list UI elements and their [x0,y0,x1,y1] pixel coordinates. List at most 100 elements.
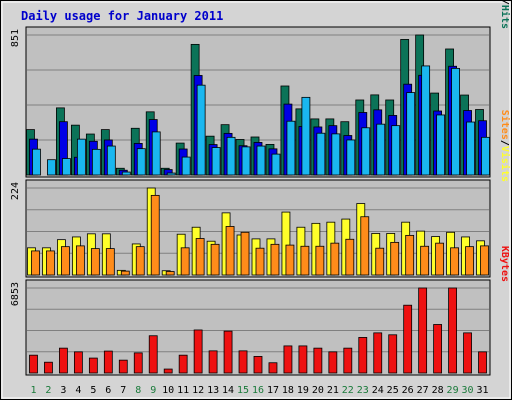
bar-kbytes-day-7 [118,359,128,374]
panel-bottom: 6853 KBytes [10,246,510,376]
panel-mid: 224 Sites/Visits [10,110,511,278]
bar-sites-day-24 [375,247,385,276]
bar-kbytes-day-29 [448,287,457,374]
legend: Sites/Visits [499,110,511,182]
x-tick-label: 17 [267,385,279,396]
x-tick-label: 4 [75,385,81,396]
x-tick-label: 18 [282,385,294,396]
bar-kbytes-day-6 [103,350,113,374]
x-tick-label: 30 [462,385,474,396]
bar-sites-day-26 [405,234,415,276]
bar-pages-day-12 [196,84,206,176]
x-tick-label: 27 [417,385,429,396]
x-tick-label: 14 [222,385,234,396]
bar-pages-day-25 [391,125,401,176]
bar-sites-day-29 [450,247,459,276]
bar-kbytes-day-20 [313,347,323,374]
x-tick-label: 31 [476,385,488,396]
bar-sites-day-12 [195,238,205,276]
legend-item-hits: Hits [499,5,511,29]
bar-sites-day-25 [390,241,400,276]
bar-sites-day-31 [480,245,489,276]
x-tick-label: 23 [357,385,369,396]
x-tick-label: 28 [432,385,444,396]
bar-pages-day-1 [32,148,41,176]
bar-sites-day-21 [330,242,340,276]
legend-item-kbytes: KBytes [499,246,510,282]
bar-pages-day-22 [346,139,356,176]
bar-kbytes-day-30 [463,332,472,374]
x-tick-label: 25 [387,385,399,396]
bar-kbytes-day-10 [163,368,173,374]
bar-pages-day-4 [76,138,86,176]
legend: KBytes [499,246,510,282]
bar-kbytes-day-18 [283,345,293,374]
bar-pages-day-6 [106,145,116,176]
x-tick-label: 11 [177,385,189,396]
bar-pages-day-30 [466,121,475,176]
bar-sites-day-14 [225,226,235,276]
bar-sites-day-10 [165,271,175,276]
x-tick-label: 3 [60,385,66,396]
bar-kbytes-day-4 [73,351,83,374]
bar-kbytes-day-2 [44,361,53,374]
bar-pages-day-16 [256,145,266,176]
bar-kbytes-day-5 [88,357,98,374]
x-axis-labels: 1 2 3 4 5 6 7 8 9 10 11 12 13 14 15 16 17 18 19 20 21 22 23 24 2… [30,385,488,396]
bar-kbytes-day-21 [328,351,338,374]
bar-sites-day-6 [105,248,115,276]
bar-sites-day-23 [360,216,370,276]
bar-kbytes-day-1 [29,354,38,374]
bar-pages-day-5 [91,148,101,176]
x-tick-label: 15 [237,385,249,396]
bar-pages-day-19 [301,96,311,176]
bar-pages-day-14 [226,136,236,176]
bar-pages-day-31 [481,136,490,176]
x-tick-label: 16 [252,385,264,396]
bar-pages-day-10 [166,172,176,176]
bar-pages-day-13 [211,147,221,176]
bar-sites-day-5 [90,248,100,276]
bar-kbytes-day-14 [223,330,233,374]
y-max-label: 224 [10,182,21,200]
bar-kbytes-day-27 [418,287,428,374]
bar-sites-day-17 [270,243,280,276]
bar-kbytes-day-25 [388,334,398,374]
x-tick-label: 22 [342,385,354,396]
bar-kbytes-day-23 [358,337,368,374]
bar-sites-day-7 [120,270,130,276]
x-tick-label: 21 [327,385,339,396]
x-tick-label: 6 [105,385,111,396]
x-tick-label: 19 [297,385,309,396]
legend-item-visits: Visits [499,146,511,182]
chart-title: Daily usage for January 2011 [21,9,223,23]
bar-sites-day-16 [255,247,265,276]
bar-sites-day-13 [210,243,220,276]
bar-pages-day-23 [361,127,371,176]
x-tick-label: 9 [150,385,156,396]
bar-sites-day-15 [240,231,250,276]
x-tick-label: 13 [207,385,219,396]
x-tick-label: 26 [402,385,414,396]
bar-kbytes-day-3 [59,347,68,374]
bar-pages-day-27 [421,65,431,176]
bar-pages-day-7 [121,171,131,176]
bar-sites-day-3 [61,246,70,276]
bar-sites-day-11 [180,247,190,276]
bar-sites-day-20 [315,245,325,276]
x-tick-label: 10 [162,385,174,396]
bar-kbytes-day-17 [268,362,278,374]
bar-kbytes-day-26 [403,304,413,374]
x-tick-label: 2 [45,385,51,396]
bar-kbytes-day-8 [133,352,143,374]
bar-pages-day-3 [62,158,71,176]
bar-pages-day-11 [181,156,191,176]
bar-sites-day-2 [46,250,55,276]
bar-kbytes-day-15 [238,350,248,374]
x-tick-label: 1 [30,385,36,396]
bar-kbytes-day-9 [148,335,158,374]
bar-kbytes-day-24 [373,332,383,374]
bar-sites-day-1 [31,250,40,276]
